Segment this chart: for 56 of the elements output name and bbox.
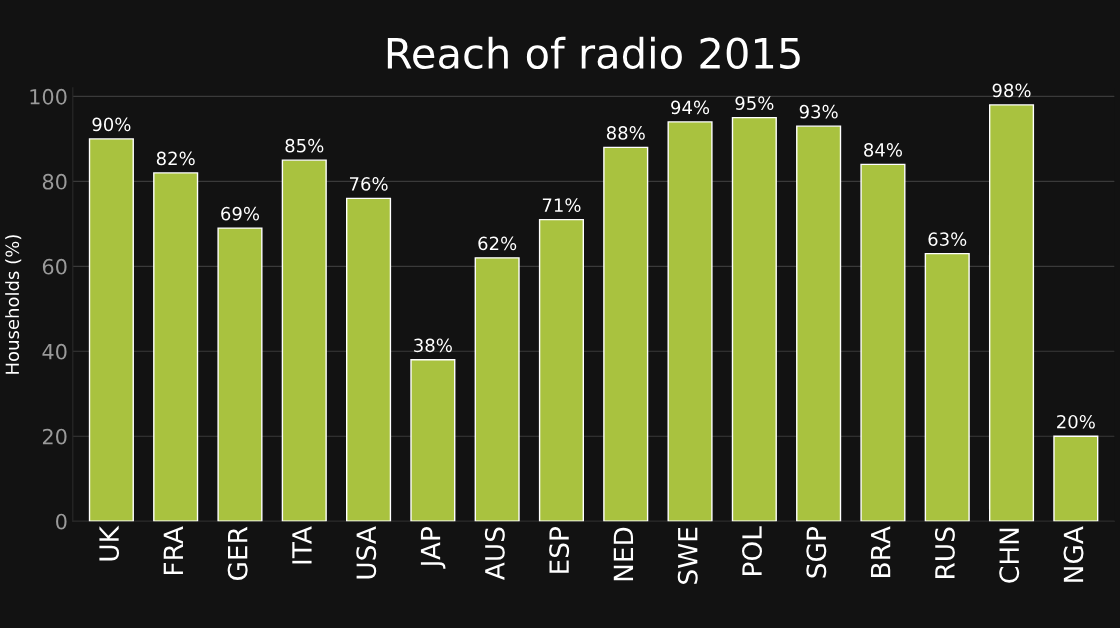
data-label: 98% xyxy=(992,83,1031,98)
data-label: 95% xyxy=(735,96,774,110)
bar xyxy=(153,172,199,522)
bar xyxy=(796,125,842,522)
chart-title: Reach of radio 2015 xyxy=(387,36,800,70)
bar xyxy=(924,252,970,522)
bar xyxy=(603,146,649,522)
y-tick-label: 20 xyxy=(42,428,67,445)
x-tick-label: NED xyxy=(613,527,634,581)
data-label: 63% xyxy=(928,232,967,246)
bar xyxy=(731,116,777,522)
data-label: 76% xyxy=(349,177,388,191)
data-label: 90% xyxy=(92,117,131,132)
y-tick-label: 40 xyxy=(42,343,67,360)
x-tick-label: FRA xyxy=(163,526,183,575)
x-tick-label: NGA xyxy=(1063,526,1084,582)
data-label: 94% xyxy=(671,100,710,115)
data-label: 71% xyxy=(542,198,581,212)
bar xyxy=(988,104,1035,522)
data-label: 62% xyxy=(478,236,517,251)
data-label: 84% xyxy=(864,143,902,157)
bar xyxy=(860,163,906,522)
x-tick-label: SGP xyxy=(806,527,827,578)
x-tick-label: POL xyxy=(742,526,762,575)
y-axis-title: Households (%) xyxy=(5,235,22,374)
x-tick-label: ESP xyxy=(549,527,570,573)
data-label: 69% xyxy=(221,206,260,221)
x-tick-label: CHN xyxy=(999,528,1020,583)
x-tick-label: UK xyxy=(99,525,120,561)
data-label: 85% xyxy=(285,138,324,153)
bar xyxy=(88,138,134,522)
x-tick-label: BRA xyxy=(870,526,891,577)
x-tick-label: USA xyxy=(356,526,377,579)
data-label: 93% xyxy=(799,104,838,119)
x-tick-label: GER xyxy=(227,526,248,581)
x-tick-label: ITA xyxy=(292,526,312,564)
x-tick-label: RUS xyxy=(934,527,955,578)
y-tick-label: 60 xyxy=(42,258,67,275)
bar xyxy=(1053,435,1099,522)
x-tick-label: AUS xyxy=(484,527,505,581)
x-tick-label: SWE xyxy=(677,527,698,584)
bar xyxy=(410,359,456,522)
bar xyxy=(281,159,327,522)
x-tick-label: JAP xyxy=(420,527,446,569)
bar xyxy=(346,197,392,522)
bar xyxy=(474,257,520,522)
data-label: 38% xyxy=(414,338,452,353)
data-label: 88% xyxy=(606,126,645,140)
bar xyxy=(538,218,585,522)
y-tick-label: 80 xyxy=(42,173,67,190)
data-label: 82% xyxy=(156,151,195,166)
y-tick-label: 0 xyxy=(56,513,67,530)
bar xyxy=(217,227,263,522)
y-tick-label: 100 xyxy=(30,88,67,105)
data-label: 20% xyxy=(1057,414,1095,429)
bar xyxy=(667,121,713,522)
